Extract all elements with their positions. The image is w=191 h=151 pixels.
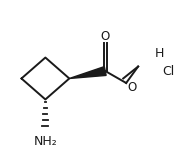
Text: H: H <box>154 47 164 59</box>
Text: O: O <box>101 30 110 43</box>
Polygon shape <box>69 67 106 79</box>
Text: NH₂: NH₂ <box>33 135 57 148</box>
Text: O: O <box>127 81 136 94</box>
Text: Cl: Cl <box>162 64 174 77</box>
Text: methyl line above: methyl line above <box>144 60 157 61</box>
